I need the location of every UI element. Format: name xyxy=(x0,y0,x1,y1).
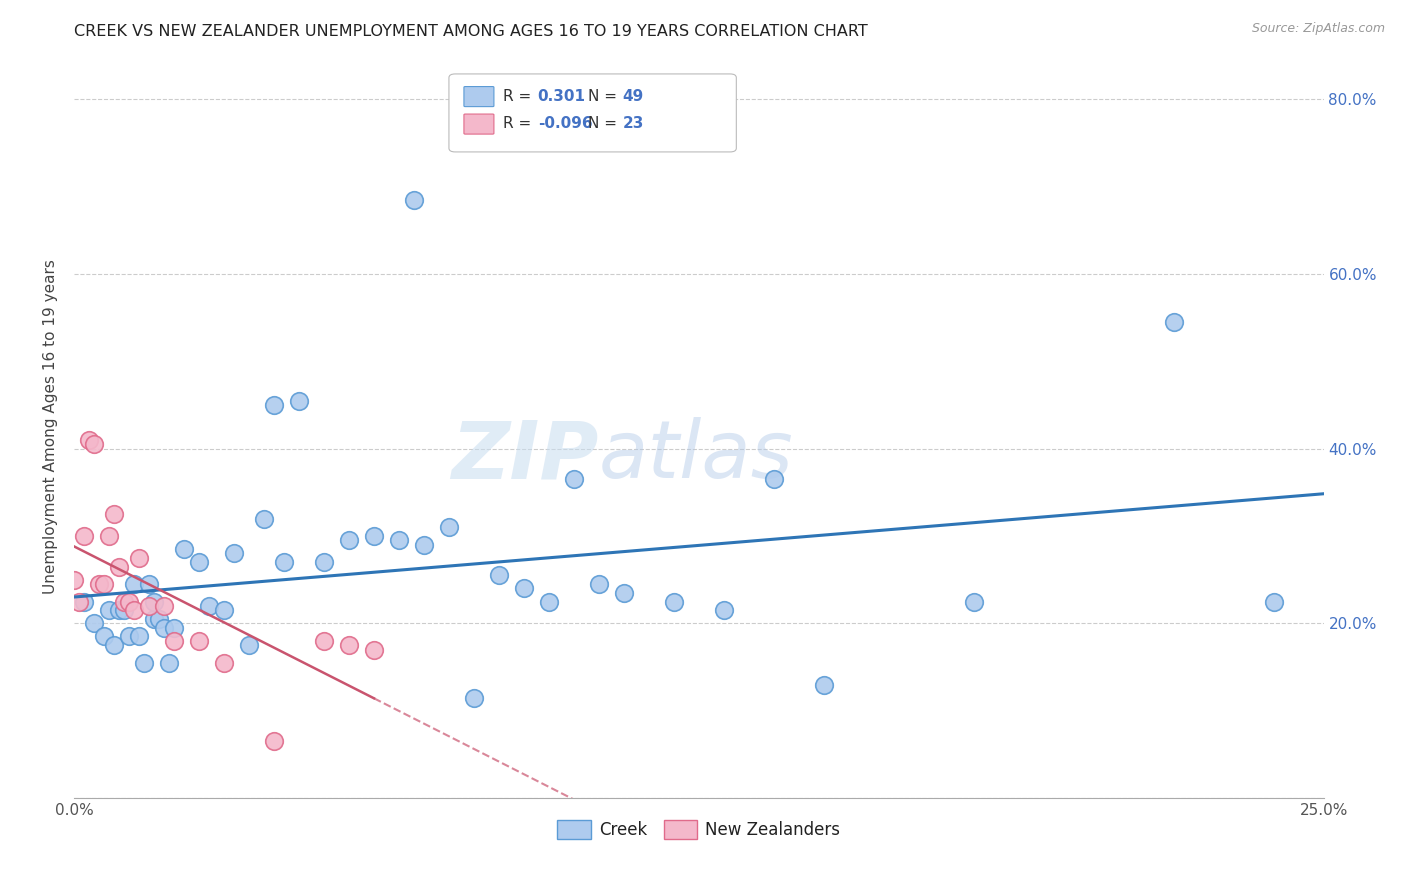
Point xyxy=(128,550,150,565)
Text: CREEK VS NEW ZEALANDER UNEMPLOYMENT AMONG AGES 16 TO 19 YEARS CORRELATION CHART: CREEK VS NEW ZEALANDER UNEMPLOYMENT AMON… xyxy=(75,24,868,39)
Point xyxy=(413,538,436,552)
Point xyxy=(762,472,785,486)
Point xyxy=(122,603,145,617)
Text: 23: 23 xyxy=(623,116,644,131)
Text: R =: R = xyxy=(503,89,531,104)
Point xyxy=(222,546,245,560)
Point xyxy=(388,533,411,548)
Point xyxy=(87,577,110,591)
Point xyxy=(173,542,195,557)
Point xyxy=(188,633,211,648)
Point xyxy=(312,633,335,648)
Y-axis label: Unemployment Among Ages 16 to 19 years: Unemployment Among Ages 16 to 19 years xyxy=(44,260,58,594)
Point xyxy=(437,520,460,534)
Point xyxy=(363,642,385,657)
Text: ZIP: ZIP xyxy=(451,417,599,495)
Point xyxy=(122,577,145,591)
Point xyxy=(157,656,180,670)
Point xyxy=(337,533,360,548)
Point xyxy=(112,594,135,608)
FancyBboxPatch shape xyxy=(449,74,737,152)
Point xyxy=(103,507,125,521)
Point xyxy=(963,594,986,608)
Point xyxy=(253,511,276,525)
Point xyxy=(67,594,90,608)
Point xyxy=(143,612,166,626)
Point xyxy=(212,656,235,670)
Point xyxy=(513,582,536,596)
Point xyxy=(288,393,311,408)
Point xyxy=(402,193,425,207)
Point xyxy=(118,630,141,644)
Point xyxy=(77,433,100,447)
Point xyxy=(93,577,115,591)
Point xyxy=(163,633,186,648)
Point xyxy=(128,630,150,644)
Point xyxy=(103,638,125,652)
Point xyxy=(662,594,685,608)
Text: Source: ZipAtlas.com: Source: ZipAtlas.com xyxy=(1251,22,1385,36)
Point xyxy=(1163,315,1185,329)
Point xyxy=(537,594,560,608)
Text: N =: N = xyxy=(588,89,617,104)
Point xyxy=(713,603,735,617)
Point xyxy=(98,529,121,543)
Text: atlas: atlas xyxy=(599,417,793,495)
Point xyxy=(188,555,211,569)
Point xyxy=(83,616,105,631)
Point xyxy=(138,599,160,613)
Point xyxy=(312,555,335,569)
Point xyxy=(108,603,131,617)
Point xyxy=(143,594,166,608)
Point xyxy=(73,594,96,608)
Point xyxy=(263,398,285,412)
Point xyxy=(463,690,485,705)
Point xyxy=(263,734,285,748)
Point xyxy=(73,529,96,543)
Point xyxy=(83,437,105,451)
FancyBboxPatch shape xyxy=(464,114,494,134)
Point xyxy=(153,599,176,613)
Point xyxy=(238,638,260,652)
Point xyxy=(112,603,135,617)
Point xyxy=(337,638,360,652)
Point xyxy=(613,586,636,600)
Point xyxy=(63,573,86,587)
Text: 49: 49 xyxy=(623,89,644,104)
Point xyxy=(148,612,170,626)
Point xyxy=(273,555,295,569)
Point xyxy=(562,472,585,486)
Point xyxy=(198,599,221,613)
Point xyxy=(813,677,835,691)
Point xyxy=(163,621,186,635)
Text: N =: N = xyxy=(588,116,617,131)
Point xyxy=(212,603,235,617)
Point xyxy=(488,568,510,582)
Point xyxy=(363,529,385,543)
Point xyxy=(588,577,610,591)
Text: -0.096: -0.096 xyxy=(537,116,592,131)
Legend: Creek, New Zealanders: Creek, New Zealanders xyxy=(551,813,848,846)
Point xyxy=(138,577,160,591)
Point xyxy=(1263,594,1285,608)
Text: R =: R = xyxy=(503,116,531,131)
Point xyxy=(98,603,121,617)
FancyBboxPatch shape xyxy=(464,87,494,107)
Point xyxy=(132,656,155,670)
Text: 0.301: 0.301 xyxy=(537,89,586,104)
Point xyxy=(118,594,141,608)
Point xyxy=(108,559,131,574)
Point xyxy=(153,621,176,635)
Point xyxy=(93,630,115,644)
